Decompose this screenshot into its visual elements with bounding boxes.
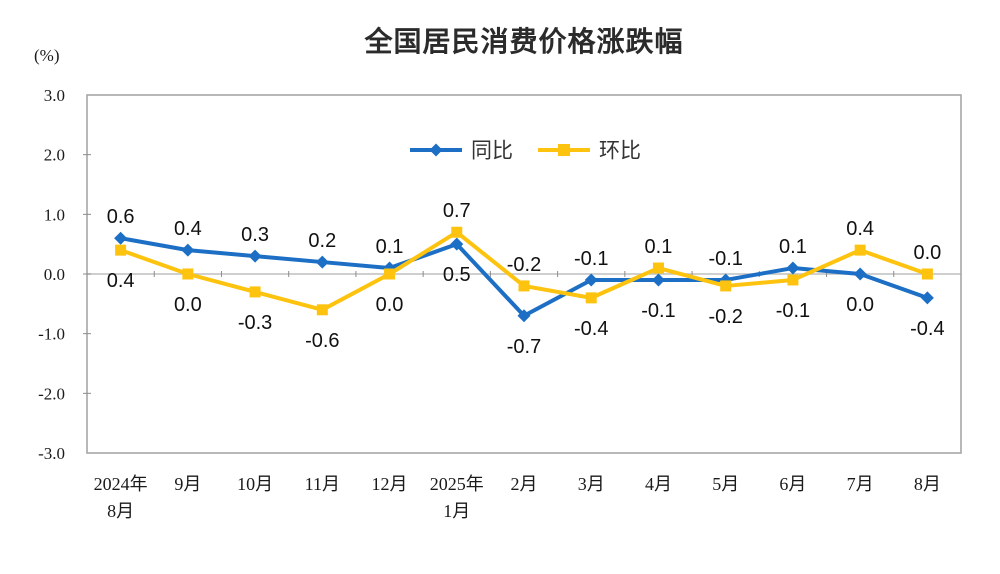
- data-point-marker: [316, 304, 328, 316]
- data-point-marker: [450, 237, 464, 251]
- data-label: -0.6: [305, 330, 339, 352]
- data-point-marker: [115, 244, 127, 256]
- data-label: 0.1: [645, 236, 673, 258]
- x-tick-label: 4月: [645, 474, 672, 494]
- x-tick-label: 2024年: [94, 474, 148, 494]
- data-point-marker: [921, 268, 933, 280]
- data-point-marker: [249, 286, 261, 298]
- data-point-marker: [787, 274, 799, 286]
- x-tick-label: 6月: [779, 474, 806, 494]
- y-axis-unit-label: (%): [34, 46, 60, 65]
- data-label: 0.4: [107, 270, 135, 292]
- data-label: -0.1: [641, 300, 675, 322]
- x-tick-label: 3月: [578, 474, 605, 494]
- y-tick-label: 2.0: [44, 146, 65, 165]
- y-tick-label: -2.0: [38, 384, 65, 403]
- x-tick-label: 5月: [712, 474, 739, 494]
- data-point-marker: [315, 255, 329, 269]
- data-point-marker: [920, 291, 934, 305]
- data-point-marker: [854, 244, 866, 256]
- data-point-marker: [181, 243, 195, 257]
- data-point-marker: [652, 262, 664, 274]
- data-point-marker: [853, 267, 867, 281]
- legend-label: 同比: [471, 140, 513, 163]
- x-tick-label: 8月: [914, 474, 941, 494]
- data-point-marker: [517, 309, 531, 323]
- data-label: -0.4: [574, 318, 608, 340]
- data-point-marker: [182, 268, 194, 280]
- data-label: 0.0: [376, 294, 404, 316]
- data-point-marker: [651, 273, 665, 287]
- data-label: -0.2: [507, 254, 541, 276]
- y-tick-label: 0.0: [44, 265, 65, 284]
- x-tick-label: 9月: [174, 474, 201, 494]
- data-point-marker: [384, 268, 396, 280]
- data-point-marker: [114, 231, 128, 245]
- data-label: 0.4: [846, 218, 874, 240]
- data-point-marker: [518, 280, 530, 292]
- chart-title: 全国居民消费价格涨跌幅: [364, 26, 684, 57]
- data-label: 0.0: [913, 242, 941, 264]
- x-tick-label: 2月: [511, 474, 538, 494]
- data-label: 0.0: [174, 294, 202, 316]
- x-tick-label: 7月: [847, 474, 874, 494]
- x-tick-label: 1月: [443, 501, 470, 521]
- y-tick-label: -1.0: [38, 325, 65, 344]
- y-tick-label: 1.0: [44, 205, 65, 224]
- x-tick-label: 2025年: [430, 474, 484, 494]
- data-label: -0.1: [708, 248, 742, 270]
- data-label: -0.3: [238, 312, 272, 334]
- x-tick-label: 8月: [107, 501, 134, 521]
- data-label: 0.1: [376, 236, 404, 258]
- x-tick-label: 11月: [305, 474, 340, 494]
- data-label: -0.4: [910, 318, 944, 340]
- data-point-marker: [585, 292, 597, 304]
- data-point-marker: [584, 273, 598, 287]
- data-label: 0.5: [443, 264, 471, 286]
- data-label: 0.4: [174, 218, 202, 240]
- data-point-marker: [720, 280, 732, 292]
- legend-label: 环比: [599, 140, 641, 163]
- data-label: 0.2: [308, 230, 336, 252]
- data-label: 0.7: [443, 200, 471, 222]
- x-tick-label: 10月: [237, 474, 273, 494]
- data-label: 0.3: [241, 224, 269, 246]
- legend-diamond-marker-icon: [429, 143, 443, 157]
- legend-square-marker-icon: [558, 144, 570, 156]
- data-point-marker: [786, 261, 800, 275]
- data-point-marker: [248, 249, 262, 263]
- data-label: -0.1: [776, 300, 810, 322]
- data-label: 0.1: [779, 236, 807, 258]
- data-label: -0.2: [708, 306, 742, 328]
- y-tick-label: 3.0: [44, 86, 65, 105]
- x-tick-label: 12月: [372, 474, 408, 494]
- data-label: -0.1: [574, 248, 608, 270]
- y-tick-label: -3.0: [38, 444, 65, 463]
- data-point-marker: [451, 226, 463, 238]
- data-label: 0.6: [107, 206, 135, 228]
- data-label: 0.0: [846, 294, 874, 316]
- data-label: -0.7: [507, 336, 541, 358]
